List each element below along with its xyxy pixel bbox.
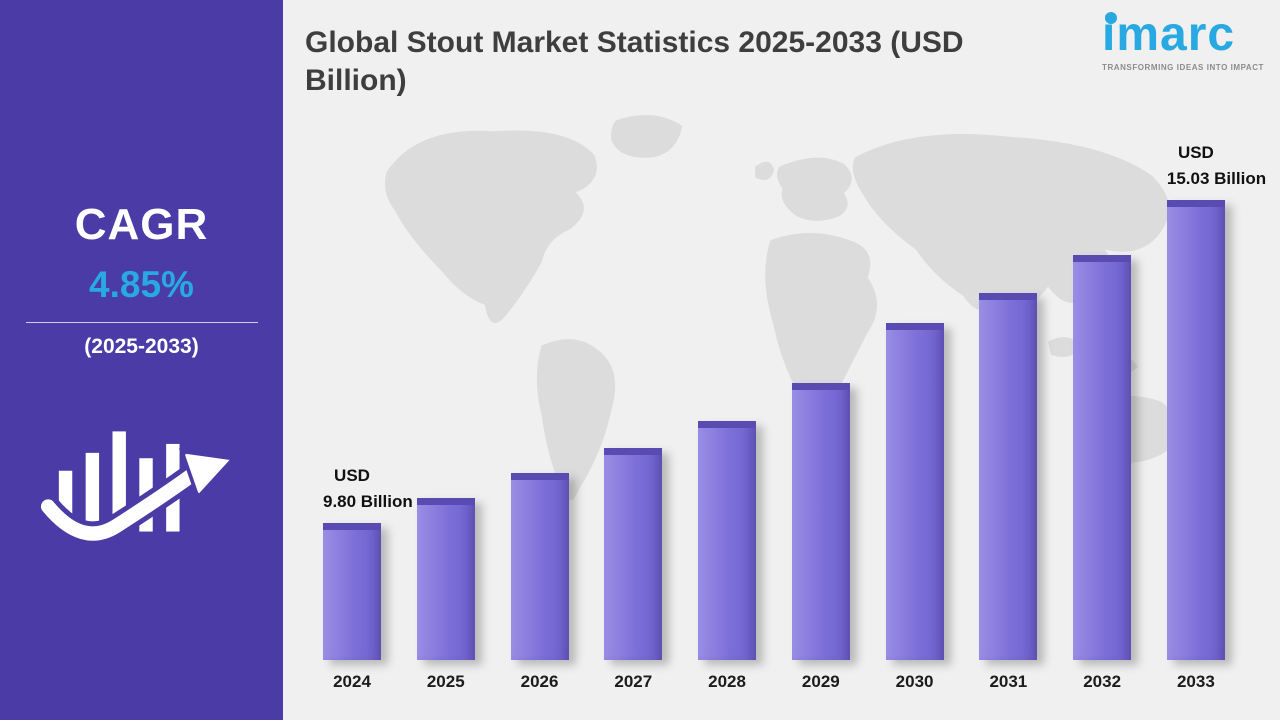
chart-panel: Global Stout Market Statistics 2025-2033… bbox=[283, 0, 1280, 720]
bar-2028 bbox=[698, 421, 757, 660]
x-label-2024: 2024 bbox=[333, 672, 371, 691]
cagr-period: (2025-2033) bbox=[84, 335, 199, 358]
bar-column-2030: 2030 bbox=[885, 323, 944, 692]
x-label-2027: 2027 bbox=[614, 672, 653, 691]
bar-2024 bbox=[323, 523, 381, 660]
x-label-2030: 2030 bbox=[895, 672, 934, 691]
divider bbox=[25, 322, 258, 323]
x-label-2028: 2028 bbox=[708, 672, 746, 691]
logo-word: imarc bbox=[1102, 8, 1236, 61]
bar-chart: USD 9.80 Billion 2024 2025 2026 2027 2028 2029 2… bbox=[323, 140, 1267, 692]
x-label-2033: 2033 bbox=[1176, 672, 1215, 691]
bar-column-2029: 2029 bbox=[791, 383, 850, 692]
bar-column-2026: 2026 bbox=[510, 473, 569, 692]
bar-2027 bbox=[604, 448, 663, 660]
logo-wordmark: imarc bbox=[1102, 8, 1264, 61]
cagr-value: 4.85% bbox=[89, 264, 194, 305]
bar-column-2027: 2027 bbox=[604, 448, 663, 692]
logo-tagline: TRANSFORMING IDEAS INTO IMPACT bbox=[1102, 63, 1264, 73]
bar-column-2024: USD 9.80 Billion 2024 bbox=[323, 463, 413, 692]
bar-2031 bbox=[979, 293, 1038, 660]
x-label-2029: 2029 bbox=[801, 672, 840, 691]
bar-2033 bbox=[1166, 200, 1225, 660]
x-label-2026: 2026 bbox=[520, 672, 559, 691]
bar-2030 bbox=[885, 323, 944, 660]
cagr-label: CAGR bbox=[74, 200, 209, 249]
bar-2032 bbox=[1073, 255, 1132, 660]
x-label-2031: 2031 bbox=[989, 672, 1028, 691]
bar-2029 bbox=[791, 383, 850, 660]
bar-column-2033: USD 15.03 Billion 2033 bbox=[1166, 140, 1267, 692]
imarc-logo: imarc TRANSFORMING IDEAS INTO IMPACT bbox=[1102, 8, 1264, 73]
bar-2026 bbox=[510, 473, 569, 660]
bar-2025 bbox=[416, 498, 475, 660]
bar-column-2032: 2032 bbox=[1073, 255, 1132, 692]
sidebar: CAGR 4.85% (2025-2033) bbox=[0, 0, 283, 720]
bar-column-2028: 2028 bbox=[698, 421, 757, 692]
x-label-2025: 2025 bbox=[426, 672, 465, 691]
bar-column-2025: 2025 bbox=[416, 498, 475, 692]
growth-chart-icon bbox=[0, 401, 283, 558]
value-label-2024: USD 9.80 Billion bbox=[323, 466, 413, 511]
logo-dot-icon bbox=[1105, 12, 1118, 24]
chart-title: Global Stout Market Statistics 2025-2033… bbox=[305, 26, 964, 98]
value-label-2033: USD 15.03 Billion bbox=[1166, 143, 1267, 188]
bar-column-2031: 2031 bbox=[979, 293, 1038, 692]
x-label-2032: 2032 bbox=[1083, 672, 1122, 691]
